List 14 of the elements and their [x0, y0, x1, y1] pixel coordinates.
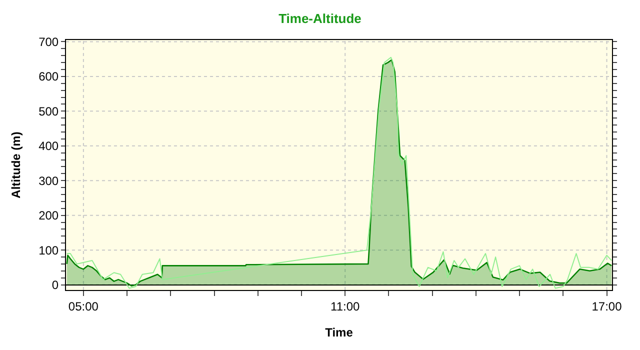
chart-title: Time-Altitude [278, 11, 362, 26]
y-tick-label: 200 [38, 208, 59, 223]
y-axis-title: Altitude (m) [8, 132, 23, 198]
y-tick-label: 100 [38, 243, 59, 258]
y-tick-label: 600 [38, 70, 59, 84]
y-tick-label: 400 [38, 139, 59, 154]
y-tick-label: 300 [38, 174, 59, 188]
y-tick-label: 500 [38, 104, 59, 118]
x-tick-label: 11:00 [330, 299, 360, 314]
x-axis-title: Time [325, 325, 354, 340]
x-tick-label: 17:00 [592, 299, 622, 314]
y-tick-label: 700 [38, 34, 59, 49]
y-tick-label: 0 [52, 278, 59, 292]
x-tick-label: 05:00 [68, 299, 99, 314]
